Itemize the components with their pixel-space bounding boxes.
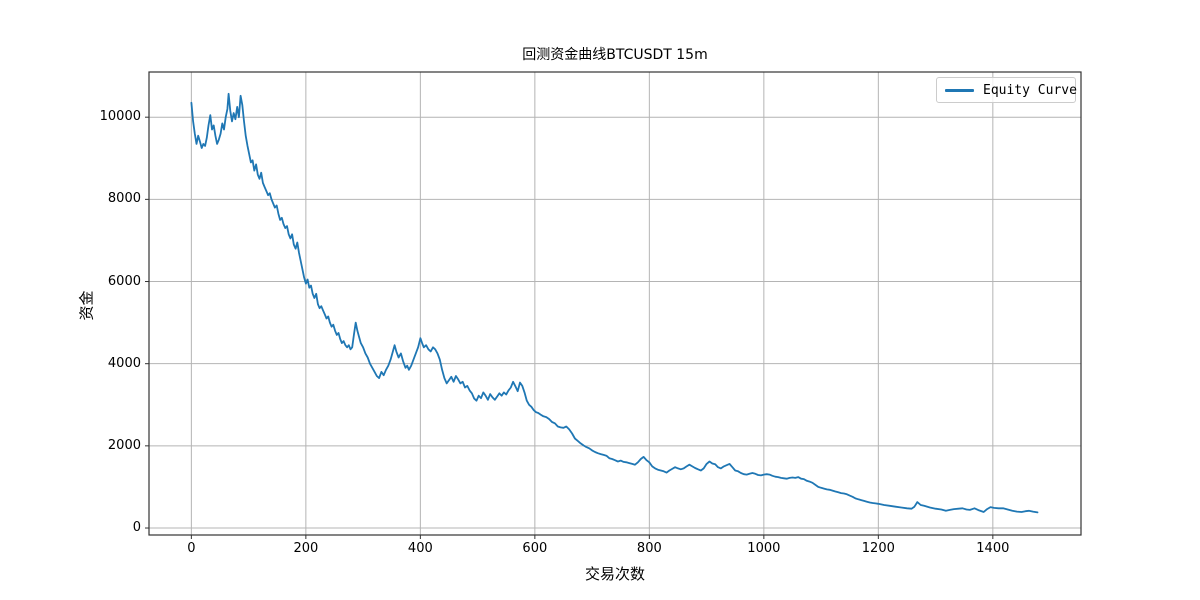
x-axis-label: 交易次数 (584, 565, 645, 583)
x-tick-label: 0 (187, 541, 196, 556)
x-tick-label: 1000 (747, 541, 781, 556)
y-tick-label: 10000 (99, 109, 141, 125)
x-tick-label: 1200 (861, 541, 895, 556)
chart-title: 回测资金曲线BTCUSDT 15m (522, 47, 708, 63)
x-tick-label: 400 (407, 541, 433, 556)
y-tick-label: 2000 (107, 437, 141, 453)
legend-entry-label: Equity Curve (983, 82, 1077, 98)
x-tick-label: 1400 (976, 541, 1010, 556)
legend-line-sample-icon (945, 88, 974, 92)
x-tick-label: 200 (293, 541, 319, 556)
equity-curve-line (190, 92, 1039, 514)
y-tick-label: 0 (132, 520, 141, 536)
y-tick-label: 8000 (107, 191, 141, 207)
y-tick-label: 4000 (107, 355, 141, 371)
x-tick-label: 800 (636, 541, 662, 556)
legend: Equity Curve (936, 77, 1077, 103)
y-tick-label: 6000 (107, 273, 141, 289)
axes-frame (148, 71, 1082, 536)
x-tick-label: 600 (522, 541, 548, 556)
